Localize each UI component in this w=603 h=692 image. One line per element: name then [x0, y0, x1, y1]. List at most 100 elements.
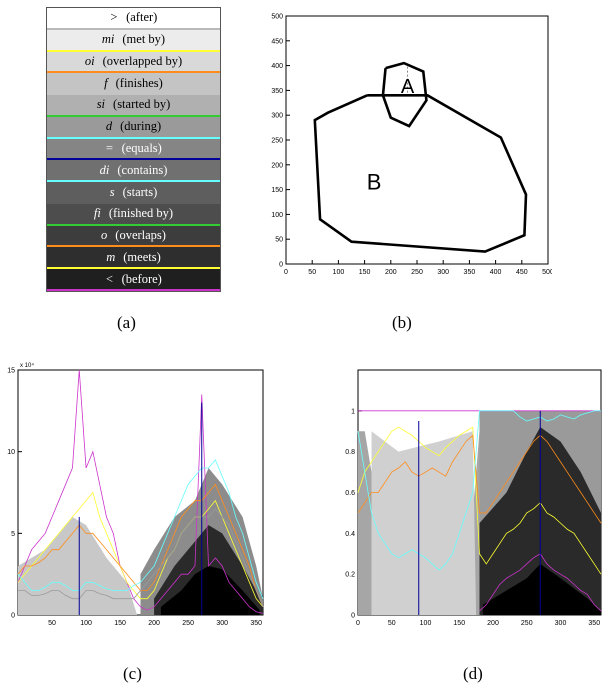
legend-row: < (before) [47, 269, 220, 291]
exponent-label: x 10⁴ [20, 362, 34, 369]
legend-label: (meets) [123, 249, 161, 264]
x-tick-label: 150 [114, 620, 126, 627]
x-tick-label: 450 [516, 269, 528, 276]
legend-label: (overlaps) [115, 228, 166, 243]
y-tick-label: 50 [275, 237, 283, 244]
x-tick-label: 300 [216, 620, 228, 627]
caption-b: (b) [392, 313, 412, 332]
y-tick-label: 0.8 [345, 449, 355, 456]
legend-row: fi (finished by) [47, 203, 220, 226]
legend-row: d (during) [47, 116, 220, 139]
legend-label: (overlapped by) [102, 53, 183, 68]
caption-d: (d) [463, 664, 483, 683]
area-right-black [482, 563, 601, 615]
y-tick-label: 5 [11, 531, 15, 538]
legend-label: (before) [121, 271, 162, 286]
legend-row: f (finishes) [47, 73, 220, 96]
x-tick-label: 150 [453, 620, 465, 627]
region-a-label: A [401, 76, 415, 98]
series-line [313, 94, 528, 253]
x-tick-label: 200 [385, 269, 397, 276]
y-tick-label: 0 [351, 613, 355, 620]
region-b-label: B [367, 170, 382, 195]
y-tick-label: 0 [11, 613, 15, 620]
y-tick-label: 400 [271, 63, 283, 70]
legend-row: di (contains) [47, 160, 220, 183]
y-tick-label: 350 [271, 88, 283, 95]
x-tick-label: 350 [250, 620, 262, 627]
legend-symbol: si [96, 97, 106, 112]
legend-symbol: s [109, 184, 115, 199]
y-tick-label: 200 [271, 162, 283, 169]
x-tick-label: 200 [487, 620, 499, 627]
x-tick-label: 250 [182, 620, 194, 627]
legend-label: (met by) [122, 32, 166, 47]
legend-symbol: = [105, 140, 114, 155]
caption-a: (a) [117, 313, 136, 332]
legend-symbol: o [101, 228, 108, 243]
x-tick-label: 350 [588, 620, 600, 627]
y-tick-label: 150 [271, 187, 283, 194]
legend-row: oi (overlapped by) [47, 51, 220, 74]
x-tick-label: 50 [388, 620, 396, 627]
series-line [17, 459, 264, 599]
x-tick-label: 300 [437, 269, 449, 276]
x-tick-label: 500 [542, 269, 552, 276]
y-tick-label: 10 [7, 449, 15, 456]
area-left [18, 517, 138, 615]
legend-label: (starts) [122, 184, 158, 199]
legend-symbol: fi [93, 206, 101, 221]
legend-row: = (equals) [47, 138, 220, 161]
x-tick-label: 100 [333, 269, 345, 276]
series-line [357, 426, 602, 575]
series-line [18, 508, 264, 607]
legend-label: (equals) [121, 140, 162, 155]
y-tick-label: 300 [271, 113, 283, 120]
legend-symbol: < [105, 271, 114, 286]
series-line [357, 434, 602, 524]
y-tick-label: 0.2 [345, 572, 355, 579]
x-tick-label: 50 [308, 269, 316, 276]
legend-symbol: oi [84, 53, 95, 68]
legend-label: (finishes) [115, 75, 163, 90]
x-tick-label: 150 [359, 269, 371, 276]
x-tick-label: 0 [356, 620, 360, 627]
x-tick-label: 250 [521, 620, 533, 627]
legend-symbol: f [104, 75, 108, 90]
plot-frame [285, 15, 549, 265]
region-plot: 0 50 100 150 200 250 300 350 400 450 500 0 50 100 150 2… [271, 14, 552, 277]
x-tick-label: 100 [80, 620, 92, 627]
y-tick-label: 450 [271, 38, 283, 45]
x-tick-label: 200 [148, 620, 160, 627]
y-tick-label: 0 [279, 262, 283, 269]
legend-symbol: d [105, 119, 113, 134]
y-tick-label: 500 [271, 14, 283, 21]
legend-label: (started by) [113, 97, 171, 112]
x-tick-label: 300 [555, 620, 567, 627]
legend-symbol: mi [101, 32, 115, 47]
interval-relations-legend: > (after) mi (met by) oi (overlapped by) f (fin… [46, 7, 221, 292]
x-tick-label: 0 [284, 269, 288, 276]
legend-row: > (after) [47, 8, 220, 30]
series-line [357, 410, 601, 571]
legend-row: s (starts) [47, 182, 220, 204]
normalized-plot-d: 0 50 100 150 200 250 300 350 0 0.2 0.4 0.6 0.8 1 [345, 369, 602, 627]
y-tick-label: 1 [351, 408, 355, 415]
legend-label: (during) [120, 119, 162, 134]
caption-c: (c) [123, 664, 142, 683]
y-tick-label: 0.6 [345, 490, 355, 497]
series-line [381, 61, 428, 128]
x-tick-label: 100 [420, 620, 432, 627]
legend-row: si (started by) [47, 95, 220, 117]
area-right-black [160, 566, 260, 615]
legend-label: (contains) [117, 162, 168, 177]
legend-label: (finished by) [108, 206, 174, 221]
legend-label: (after) [126, 10, 158, 25]
y-tick-label: 250 [271, 138, 283, 145]
x-tick-label: 400 [490, 269, 502, 276]
area-left-light [371, 431, 477, 615]
y-tick-label: 100 [271, 212, 283, 219]
x-tick-label: 50 [48, 620, 56, 627]
legend-row: o (overlaps) [47, 225, 220, 248]
histogram-plot-c: 50 100 150 200 250 300 350 0 5 10 15 x 10⁴ [7, 362, 264, 627]
